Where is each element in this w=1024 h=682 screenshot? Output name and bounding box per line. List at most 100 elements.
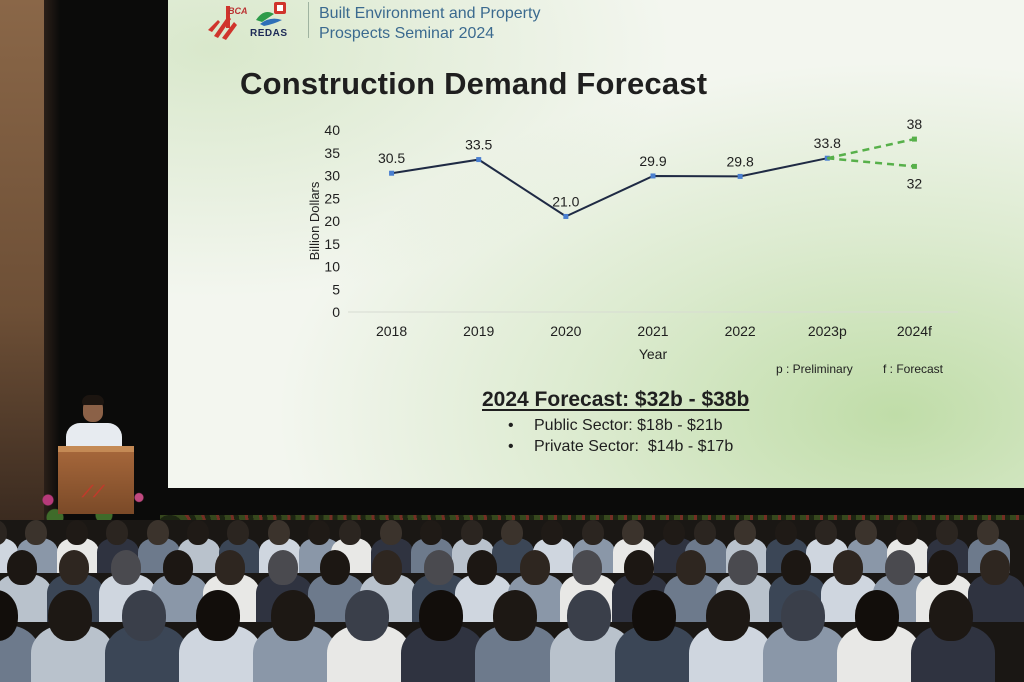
audience-member-head xyxy=(519,550,550,585)
audience-member-head xyxy=(418,590,463,641)
audience-member-head xyxy=(815,520,838,546)
audience-member-head xyxy=(227,520,250,546)
y-tick-label: 30 xyxy=(324,168,340,184)
audience-member-head xyxy=(493,590,537,641)
audience-member-head xyxy=(146,520,169,546)
data-label: 29.9 xyxy=(639,153,666,169)
audience-member-head xyxy=(267,550,298,585)
redas-logo-text: REDAS xyxy=(250,28,288,39)
audience-member-head xyxy=(106,520,129,546)
audience-member-head xyxy=(832,550,863,585)
audience-member-head xyxy=(186,520,209,546)
list-item: • Public Sector: $18b - $21b xyxy=(508,415,733,436)
x-tick-label: 2024f xyxy=(897,323,932,339)
y-axis-title: Billion Dollars xyxy=(307,181,322,260)
audience-member-head xyxy=(48,590,93,641)
bullet: • xyxy=(508,417,514,434)
audience-member-head xyxy=(270,590,315,641)
x-tick-label: 2019 xyxy=(463,323,494,339)
audience-member-head xyxy=(58,550,89,585)
y-tick-label: 40 xyxy=(324,122,340,138)
bca-logo-icon xyxy=(208,6,237,40)
y-tick-label: 10 xyxy=(324,259,340,275)
audience-member-head xyxy=(662,520,685,546)
preliminary-note: p : Preliminary xyxy=(776,362,853,376)
audience-member-head xyxy=(734,520,757,546)
podium: ⟋⟋ xyxy=(58,446,134,514)
bca-logo-text: BCA xyxy=(228,6,248,16)
audience-member-head xyxy=(622,520,645,546)
data-point xyxy=(476,157,482,163)
audience-member-head xyxy=(706,590,751,641)
x-tick-label: 2020 xyxy=(550,323,581,339)
audience-member-head xyxy=(501,520,523,546)
data-label: 32 xyxy=(907,175,923,191)
x-tick-label: 2022 xyxy=(725,323,756,339)
audience-member-head xyxy=(25,520,48,546)
audience-member-head xyxy=(308,520,331,546)
y-tick-label: 35 xyxy=(324,145,340,161)
public-sector-forecast: Public Sector: $18b - $21b xyxy=(534,417,723,434)
y-tick-label: 5 xyxy=(332,281,340,297)
audience-member-head xyxy=(928,550,959,585)
data-label: 38 xyxy=(907,116,923,132)
audience-member-head xyxy=(567,590,612,641)
audience-member-head xyxy=(467,550,498,585)
audience-member-head xyxy=(0,520,7,546)
audience-member-head xyxy=(581,520,604,546)
y-tick-label: 20 xyxy=(324,213,340,229)
audience-member-head xyxy=(420,520,443,546)
audience-member-head xyxy=(693,520,716,546)
y-tick-label: 15 xyxy=(324,236,340,252)
audience-member-head xyxy=(319,550,350,585)
audience-member-head xyxy=(780,590,825,641)
audience-member-head xyxy=(0,590,18,641)
forecast-breakdown: • Public Sector: $18b - $21b • Private S… xyxy=(508,415,733,457)
forecast-series-line xyxy=(827,156,915,168)
wall-panel xyxy=(0,0,44,520)
audience-member-head xyxy=(936,520,959,546)
audience-member-head xyxy=(111,550,141,585)
audience-member-head xyxy=(885,550,915,585)
data-label: 21.0 xyxy=(552,193,579,209)
audience-member-head xyxy=(6,550,37,585)
data-point xyxy=(911,136,917,142)
private-sector-forecast: Private Sector: $14b - $17b xyxy=(534,438,734,455)
x-tick-label: 2023p xyxy=(808,323,847,339)
actual-series-line xyxy=(391,157,828,218)
audience-member-head xyxy=(780,550,811,585)
y-tick-label: 0 xyxy=(332,304,340,320)
data-point xyxy=(737,173,743,179)
audience-member-head xyxy=(460,520,483,546)
audience-member-head xyxy=(854,590,899,641)
audience-member-head xyxy=(424,550,455,585)
speaker-hair xyxy=(82,395,104,405)
data-point xyxy=(650,173,656,179)
data-point xyxy=(389,170,395,176)
audience-member-head xyxy=(196,590,241,641)
audience-member-head xyxy=(541,520,564,546)
audience-member-head xyxy=(976,520,999,546)
data-point xyxy=(824,155,830,161)
line-chart: 0 5 10 15 20 25 30 35 40 2018 2019 2020 2021 2022 2023… xyxy=(307,116,958,362)
data-label: 33.8 xyxy=(814,135,841,151)
data-label: 29.8 xyxy=(727,153,754,169)
audience-member-head xyxy=(632,590,677,641)
chart-title: Construction Demand Forecast xyxy=(240,66,708,101)
forecast-heading: 2024 Forecast: $32b - $38b xyxy=(482,388,750,411)
audience-member-head xyxy=(728,550,759,585)
audience-member-head xyxy=(339,520,362,546)
projection-screen: BCA REDAS Built Environment and Property… xyxy=(168,0,1024,488)
audience-member-head xyxy=(980,550,1011,585)
bullet: • xyxy=(508,438,514,455)
audience-member-head xyxy=(676,550,707,585)
x-tick-label: 2021 xyxy=(637,323,668,339)
audience-member-head xyxy=(928,590,973,641)
data-point xyxy=(563,213,569,219)
audience-member-head xyxy=(624,550,654,585)
x-tick-label: 2018 xyxy=(376,323,407,339)
audience-member-head xyxy=(344,590,389,641)
podium-logo-icon: ⟋⟋ xyxy=(82,484,105,501)
audience-member-head xyxy=(122,590,167,641)
